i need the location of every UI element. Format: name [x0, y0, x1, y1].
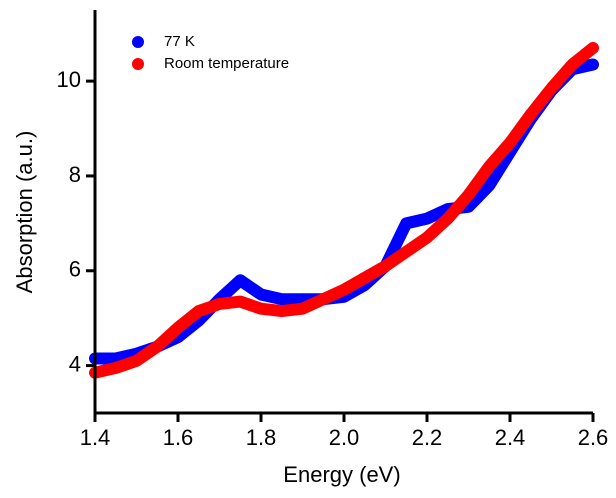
y-tick-label: 10	[57, 67, 81, 92]
y-axis-title: Absorption (a.u.)	[12, 131, 37, 294]
axes	[93, 10, 593, 415]
legend-label: Room temperature	[164, 55, 289, 72]
x-tick-label: 2.2	[412, 425, 443, 450]
legend-label: 77 K	[164, 33, 195, 50]
x-tick-label: 1.6	[163, 425, 194, 450]
legend-marker	[132, 36, 144, 48]
x-tick-label: 1.8	[246, 425, 277, 450]
x-tick-label: 2.4	[495, 425, 526, 450]
x-axis-title: Energy (eV)	[283, 462, 400, 487]
data-line	[89, 58, 599, 365]
y-tick-label: 6	[69, 257, 81, 282]
data-line	[89, 41, 599, 379]
legend-marker	[132, 58, 144, 70]
x-tick-label: 1.4	[80, 425, 111, 450]
y-tick-label: 4	[69, 351, 81, 376]
x-tick-label: 2.6	[578, 425, 609, 450]
x-tick-label: 2.0	[329, 425, 360, 450]
y-tick-label: 8	[69, 162, 81, 187]
